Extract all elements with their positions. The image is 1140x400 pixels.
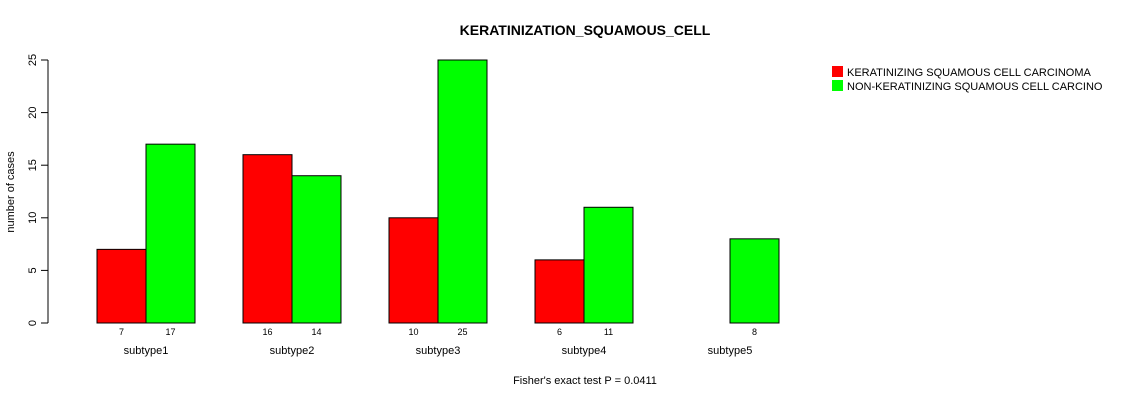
- bar-subtype2-non-keratinizing: [291, 175, 342, 324]
- bar-count-label: 11: [604, 327, 613, 337]
- y-axis-label: number of cases: [5, 151, 17, 233]
- legend: KERATINIZING SQUAMOUS CELL CARCINOMA NON-…: [832, 66, 1103, 93]
- bar-count-label: 8: [752, 327, 757, 337]
- legend-swatch: [832, 80, 843, 91]
- y-tick-label: 0: [27, 320, 39, 326]
- bars-group: [96, 59, 780, 324]
- y-tick-label: 15: [27, 159, 39, 171]
- bar-subtype4-keratinizing: [534, 259, 585, 324]
- fisher-test-footnote: Fisher's exact test P = 0.0411: [513, 375, 657, 387]
- y-tick-label: 10: [27, 212, 39, 224]
- bar-subtype1-non-keratinizing: [145, 143, 196, 324]
- bar-subtype3-keratinizing: [388, 217, 439, 324]
- x-axis-category-labels: subtype1 subtype2 subtype3 subtype4 subtype5: [124, 345, 753, 357]
- legend-label: KERATINIZING SQUAMOUS CELL CARCINOMA: [847, 67, 1092, 79]
- chart-title: KERATINIZATION_SQUAMOUS_CELL: [460, 22, 711, 38]
- bar-count-label: 17: [165, 327, 175, 337]
- bar-count-label: 10: [408, 327, 418, 337]
- bar-subtype5-non-keratinizing: [729, 238, 780, 324]
- x-category-label: subtype1: [124, 345, 169, 357]
- bar-count-label: 25: [457, 327, 467, 337]
- x-category-label: subtype5: [708, 345, 753, 357]
- bar-count-label: 7: [119, 327, 124, 337]
- y-tick-label: 25: [27, 54, 39, 66]
- bar-value-labels: 7 17 16 14 10 25 6 11 8: [119, 327, 757, 337]
- y-tick-label: 20: [27, 106, 39, 118]
- bar-subtype2-keratinizing: [242, 154, 293, 324]
- legend-swatch: [832, 66, 843, 77]
- bar-subtype3-non-keratinizing: [437, 59, 488, 324]
- bar-count-label: 6: [557, 327, 562, 337]
- y-axis: 0 5 10 15 20 25: [27, 54, 49, 326]
- bar-count-label: 16: [262, 327, 272, 337]
- bar-subtype4-non-keratinizing: [583, 206, 634, 324]
- bar-count-label: 14: [311, 327, 321, 337]
- bar-subtype1-keratinizing: [96, 248, 147, 324]
- y-tick-label: 5: [27, 267, 39, 273]
- x-category-label: subtype3: [416, 345, 461, 357]
- legend-label: NON-KERATINIZING SQUAMOUS CELL CARCINO: [847, 81, 1103, 93]
- x-category-label: subtype4: [562, 345, 607, 357]
- x-category-label: subtype2: [270, 345, 315, 357]
